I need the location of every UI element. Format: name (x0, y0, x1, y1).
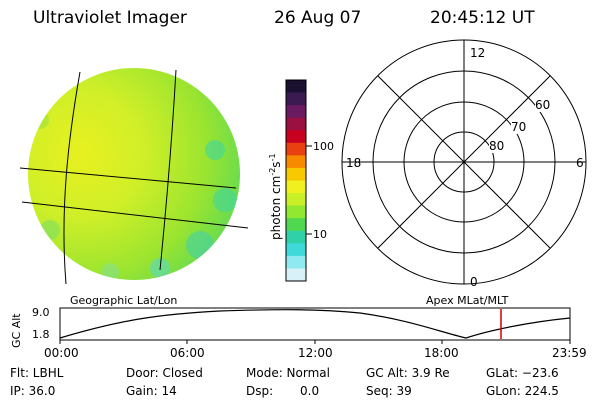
earth-disk (28, 68, 240, 280)
colorbar-segment (286, 193, 306, 207)
polar-label-0: 0 (470, 275, 478, 289)
status-glon: GLon: 224.5 (486, 384, 559, 398)
status-gc-alt: GC Alt: 3.9 Re (366, 366, 450, 380)
status-seq: Seq: 39 (366, 384, 412, 398)
colorbar-tick-100: 100 (313, 140, 334, 153)
colorbar-segment (286, 205, 306, 219)
colorbar-segment (286, 243, 306, 257)
geo-grid (19, 69, 249, 285)
colorbar-segment (286, 80, 306, 94)
x-tick-0000: 00:00 (44, 346, 79, 360)
orbit-right-label: Apex MLat/MLT (426, 294, 509, 307)
colorbar-segment (286, 117, 306, 131)
polar-ring-70: 70 (511, 120, 527, 134)
x-tick-2359: 23:59 (552, 346, 587, 360)
polar-ring-60: 60 (535, 98, 551, 112)
colorbar-segment (286, 130, 306, 144)
status-door: Door: Closed (126, 366, 203, 380)
colorbar-segment (286, 218, 306, 232)
colorbar-segment (286, 230, 306, 244)
orbit-y-top: 9.0 (32, 306, 50, 319)
colorbar-segment (286, 255, 306, 270)
status-dsp-label: Dsp: (246, 384, 274, 398)
status-flt: Flt: LBHL (10, 366, 64, 380)
orbit-left-label: Geographic Lat/Lon (70, 294, 178, 307)
x-tick-0600: 06:00 (170, 346, 205, 360)
polar-ring-80: 80 (489, 139, 505, 153)
status-ip: IP: 36.0 (10, 384, 56, 398)
colorbar-tick-10: 10 (313, 228, 327, 241)
orbit-y-bottom: 1.8 (32, 328, 50, 341)
colorbar-segment (286, 105, 306, 119)
polar-label-18: 18 (346, 156, 362, 170)
altitude-curve (59, 309, 571, 339)
polar-label-6: 6 (576, 156, 584, 170)
x-tick-1800: 18:00 (424, 346, 459, 360)
instrument-title: Ultraviolet Imager (33, 8, 187, 28)
status-mode: Mode: Normal (246, 366, 330, 380)
colorbar-segment (286, 268, 306, 282)
status-dsp-value: 0.0 (300, 384, 320, 398)
time-label: 20:45:12 UT (430, 8, 535, 28)
colorbar-segment (286, 180, 306, 194)
polar-label-12: 12 (470, 46, 486, 60)
colorbar-segment (286, 167, 306, 182)
colorbar-segment (286, 155, 306, 169)
colorbar-segment (286, 142, 306, 156)
status-glat: GLat: −23.6 (486, 366, 559, 380)
x-tick-1200: 12:00 (298, 346, 333, 360)
colorbar-segment (286, 92, 306, 106)
status-gain: Gain: 14 (126, 384, 177, 398)
date-label: 26 Aug 07 (274, 8, 362, 28)
